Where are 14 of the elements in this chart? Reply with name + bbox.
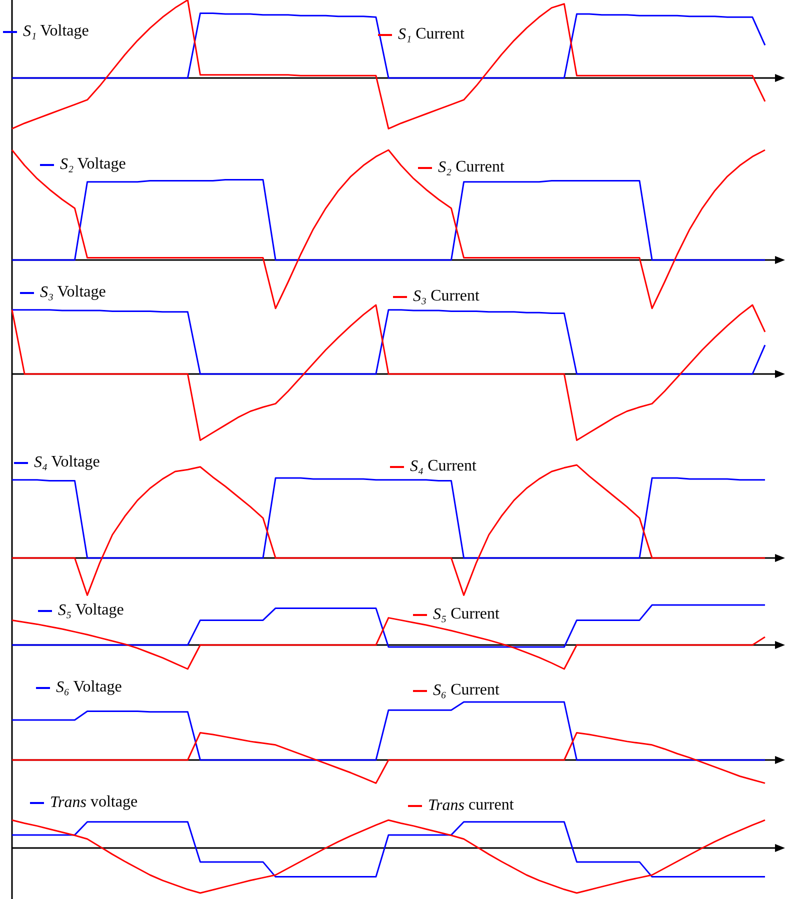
legend-label: S₁ Current (398, 26, 465, 43)
legend-label: Trans current (428, 796, 514, 814)
legend-label: S₃ Voltage (40, 284, 106, 301)
legend-label: S₂ Voltage (60, 156, 126, 173)
legend-label: S₄ Voltage (34, 454, 100, 471)
legend-label: S₃ Current (413, 288, 480, 305)
legend-label: S₆ Voltage (56, 678, 122, 696)
legend-label: S₄ Current (410, 458, 477, 475)
legend-label: S₂ Current (438, 158, 505, 176)
legend-label: S₆ Current (433, 682, 500, 699)
legend-label: S₁ Voltage (23, 22, 89, 40)
legend-label: Trans voltage (50, 794, 138, 811)
legend-label: S₅ Voltage (58, 602, 124, 619)
legend-label: S₅ Current (433, 606, 500, 623)
